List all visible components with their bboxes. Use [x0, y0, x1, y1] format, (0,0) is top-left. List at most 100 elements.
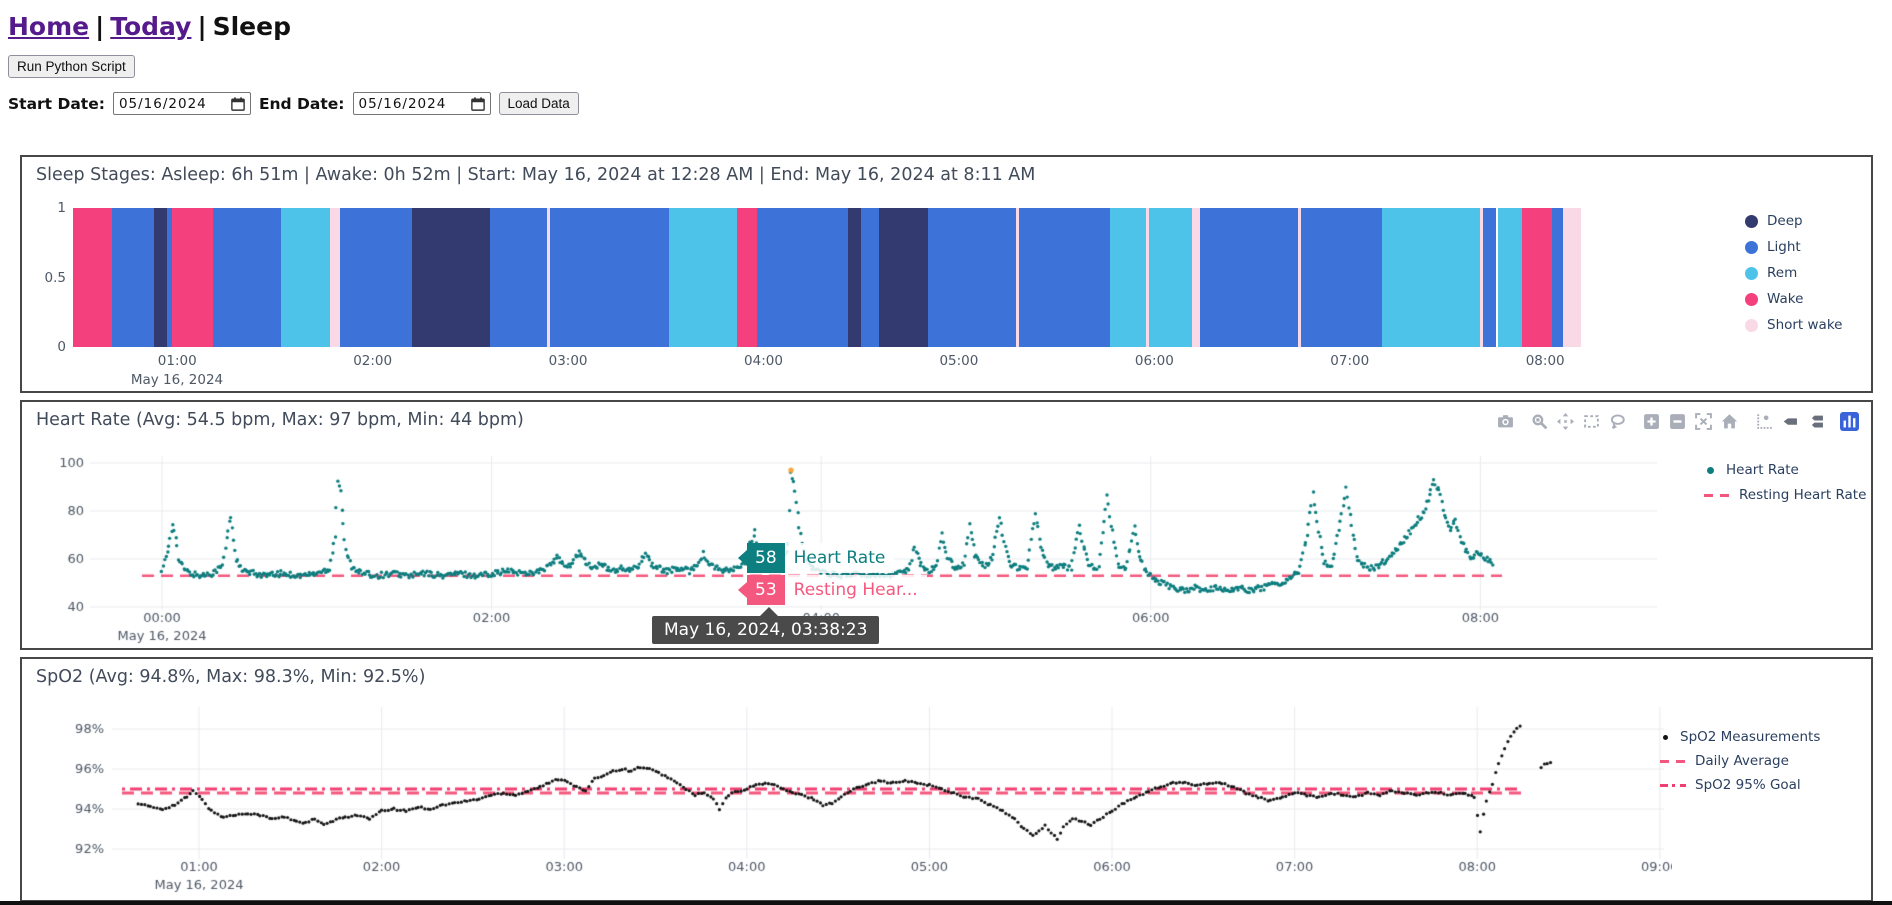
wake-swatch-icon	[1745, 292, 1758, 306]
sleep-xtick: 06:00	[1134, 353, 1174, 369]
sleep-segment-rem[interactable]	[1110, 208, 1147, 347]
sleep-segment-light[interactable]	[167, 208, 173, 347]
sleep-segment-wake[interactable]	[172, 208, 214, 347]
autoscale-icon[interactable]	[1694, 412, 1713, 431]
sleep-segment-light[interactable]	[756, 208, 849, 347]
sleep-segment-deep[interactable]	[154, 208, 168, 347]
sleep-segment-light[interactable]	[927, 208, 1016, 347]
breadcrumb-separator: |	[95, 12, 105, 41]
run-python-script-button[interactable]: Run Python Script	[8, 55, 135, 78]
sleep-date-label: May 16, 2024	[130, 372, 224, 388]
hover-arrow-icon	[738, 582, 747, 598]
calendar-icon[interactable]	[470, 96, 485, 111]
spo2-panel: SpO2 (Avg: 94.8%, Max: 98.3%, Min: 92.5%…	[20, 657, 1873, 902]
sleep-segment-rem[interactable]	[669, 208, 738, 347]
box-select-icon[interactable]	[1582, 412, 1601, 431]
sleep-segment-light[interactable]	[112, 208, 155, 347]
sleep-segment-short-wake[interactable]	[1480, 208, 1484, 347]
sleep-segment-deep[interactable]	[879, 208, 928, 347]
calendar-icon[interactable]	[231, 96, 245, 111]
sleep-segment-light[interactable]	[1483, 208, 1497, 347]
hover-arrow-icon	[738, 550, 747, 566]
sleep-xtick: 04:00	[744, 353, 783, 369]
breadcrumb-separator: |	[197, 12, 207, 41]
short-wake-swatch-icon	[1745, 318, 1758, 332]
legend-item-spo2-measurements[interactable]: SpO2 Measurements	[1660, 729, 1820, 745]
sleep-segment-rem[interactable]	[1497, 208, 1523, 347]
legend-item-spo2-goal[interactable]: SpO2 95% Goal	[1660, 777, 1820, 793]
today-link[interactable]: Today	[110, 12, 192, 41]
home-icon[interactable]	[1720, 412, 1739, 431]
sleep-segment-rem[interactable]	[1149, 208, 1192, 347]
legend-item-heart-rate[interactable]: Heart Rate	[1704, 462, 1866, 478]
legend-item-deep[interactable]: Deep	[1745, 213, 1842, 229]
pan-icon[interactable]	[1556, 412, 1575, 431]
x-axis-hover-tooltip: May 16, 2024, 03:38:23	[652, 607, 880, 644]
legend-item-rem[interactable]: Rem	[1745, 265, 1842, 281]
hover-closest-icon[interactable]	[1780, 412, 1799, 431]
end-date-label: End Date:	[258, 94, 345, 113]
lasso-select-icon[interactable]	[1608, 412, 1627, 431]
sleep-segment-light[interactable]	[861, 208, 880, 347]
spo2-legend: SpO2 Measurements Daily Average SpO2 95%…	[1660, 729, 1820, 793]
sleep-ytick-0: 0	[57, 339, 66, 355]
start-date-label: Start Date:	[8, 94, 105, 113]
plotly-logo-icon[interactable]	[1840, 412, 1859, 431]
sleep-segment-light[interactable]	[213, 208, 282, 347]
sleep-segment-light[interactable]	[1551, 208, 1564, 347]
sleep-xtick: 01:00	[157, 353, 197, 369]
sleep-ytick-1: 1	[57, 200, 66, 216]
legend-item-light[interactable]: Light	[1745, 239, 1842, 255]
sleep-segment-short-wake[interactable]	[1191, 208, 1200, 347]
sleep-segment-light[interactable]	[1019, 208, 1111, 347]
sleep-segment-short-wake[interactable]	[330, 208, 341, 347]
sleep-chart-title: Sleep Stages: Asleep: 6h 51m | Awake: 0h…	[36, 165, 1036, 185]
sleep-segment-short-wake[interactable]	[1015, 208, 1020, 347]
sleep-segment-light[interactable]	[1300, 208, 1383, 347]
camera-icon[interactable]	[1496, 412, 1515, 431]
sleep-stages-panel: Sleep Stages: Asleep: 6h 51m | Awake: 0h…	[20, 155, 1873, 393]
sleep-segment-wake[interactable]	[737, 208, 757, 347]
sleep-segment-light[interactable]	[340, 208, 412, 347]
legend-item-resting-heart-rate[interactable]: Resting Heart Rate	[1704, 487, 1866, 503]
zoom-in-icon[interactable]	[1642, 412, 1661, 431]
end-date-input[interactable]: 05/16/2024	[352, 92, 491, 115]
zoom-icon[interactable]	[1530, 412, 1549, 431]
sleep-segment-light[interactable]	[489, 208, 547, 347]
sleep-segment-deep[interactable]	[848, 208, 862, 347]
sleep-segment-wake[interactable]	[1522, 208, 1552, 347]
spo2-plot[interactable]	[52, 701, 1672, 901]
sleep-xtick: 07:00	[1330, 353, 1370, 369]
sleep-stage-band[interactable]	[73, 208, 1581, 347]
sleep-xtick: 03:00	[548, 353, 588, 369]
spo2-dot-icon	[1663, 734, 1668, 740]
sleep-segment-rem[interactable]	[1382, 208, 1481, 347]
sleep-segment-light[interactable]	[1199, 208, 1298, 347]
zoom-out-icon[interactable]	[1668, 412, 1687, 431]
sleep-segment-short-wake[interactable]	[1563, 208, 1581, 347]
deep-swatch-icon	[1745, 214, 1758, 228]
sleep-segment-short-wake[interactable]	[1297, 208, 1301, 347]
sleep-segment-short-wake[interactable]	[1146, 208, 1150, 347]
start-date-input[interactable]: 05/16/2024	[112, 92, 251, 115]
spike-lines-icon[interactable]	[1754, 412, 1773, 431]
page-title: Sleep	[212, 12, 291, 41]
sleep-xtick: 08:00	[1525, 353, 1565, 369]
home-link[interactable]: Home	[8, 12, 90, 41]
legend-item-wake[interactable]: Wake	[1745, 291, 1842, 307]
sleep-ytick-05: 0.5	[44, 270, 66, 286]
sleep-segment-rem[interactable]	[281, 208, 331, 347]
sleep-segment-deep[interactable]	[411, 208, 490, 347]
sleep-segment-light[interactable]	[550, 208, 670, 347]
legend-item-short-wake[interactable]: Short wake	[1745, 317, 1842, 333]
hover-compare-icon[interactable]	[1806, 412, 1825, 431]
tooltip-pointer-icon	[760, 607, 778, 616]
heart-rate-chart-title: Heart Rate (Avg: 54.5 bpm, Max: 97 bpm, …	[36, 410, 524, 430]
legend-item-daily-average[interactable]: Daily Average	[1660, 753, 1820, 769]
sleep-segment-short-wake[interactable]	[546, 208, 551, 347]
sleep-segment-wake[interactable]	[73, 208, 113, 347]
heart-rate-legend: Heart Rate Resting Heart Rate	[1704, 462, 1866, 503]
load-data-button[interactable]: Load Data	[498, 92, 579, 115]
sleep-xtick: 02:00	[353, 353, 393, 369]
resting-heart-rate-hover-label: 53 Resting Hear...	[738, 575, 927, 605]
